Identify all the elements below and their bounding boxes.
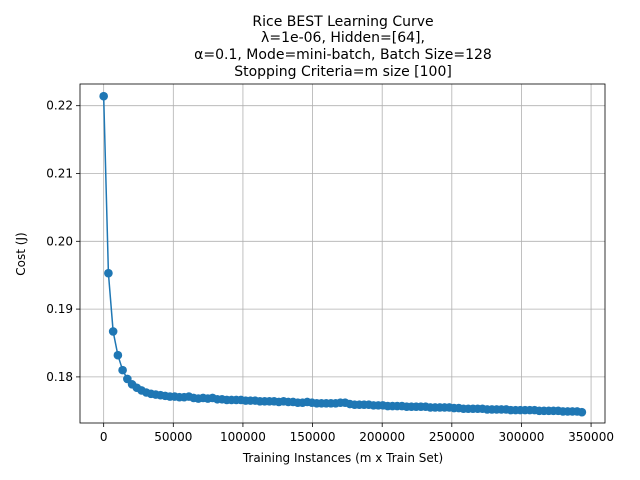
data-point <box>108 327 118 336</box>
y-tick-label: 0.19 <box>46 302 73 316</box>
x-tick-label: 250000 <box>429 430 475 444</box>
y-tick-label: 0.21 <box>46 166 73 180</box>
title-line-2: λ=1e-06, Hidden=[64], <box>261 30 425 46</box>
title-line-4: Stopping Criteria=m size [100] <box>234 64 452 80</box>
title-line-1: Rice BEST Learning Curve <box>252 14 433 30</box>
y-tick-label: 0.22 <box>46 99 73 113</box>
x-tick-label: 350000 <box>568 430 614 444</box>
chart-title: Rice BEST Learning Curve λ=1e-06, Hidden… <box>194 14 492 80</box>
data-point <box>104 268 113 278</box>
x-axis-ticks: 0 50000 100000 150000 200000 250000 300000 3500… <box>100 423 614 444</box>
data-point <box>118 365 127 375</box>
grid-lines <box>80 84 605 423</box>
series-cost <box>99 91 587 417</box>
x-tick-label: 150000 <box>290 430 336 444</box>
x-tick-label: 300000 <box>499 430 545 444</box>
title-line-3: α=0.1, Mode=mini-batch, Batch Size=128 <box>194 47 492 63</box>
x-tick-label: 0 <box>100 430 108 444</box>
x-tick-label: 50000 <box>154 430 192 444</box>
series-line <box>102 96 582 413</box>
y-tick-label: 0.20 <box>46 234 73 248</box>
data-point <box>577 407 587 417</box>
y-tick-label: 0.18 <box>46 370 73 384</box>
data-point <box>113 350 123 360</box>
x-tick-label: 100000 <box>220 430 266 444</box>
y-axis-label: Cost (J) <box>14 232 28 275</box>
y-axis-ticks: 0.18 0.19 0.20 0.21 0.22 <box>46 99 80 384</box>
data-point <box>99 91 108 101</box>
x-tick-label: 200000 <box>359 430 405 444</box>
x-axis-label: Training Instances (m x Train Set) <box>242 451 443 465</box>
plot-frame <box>79 83 606 424</box>
